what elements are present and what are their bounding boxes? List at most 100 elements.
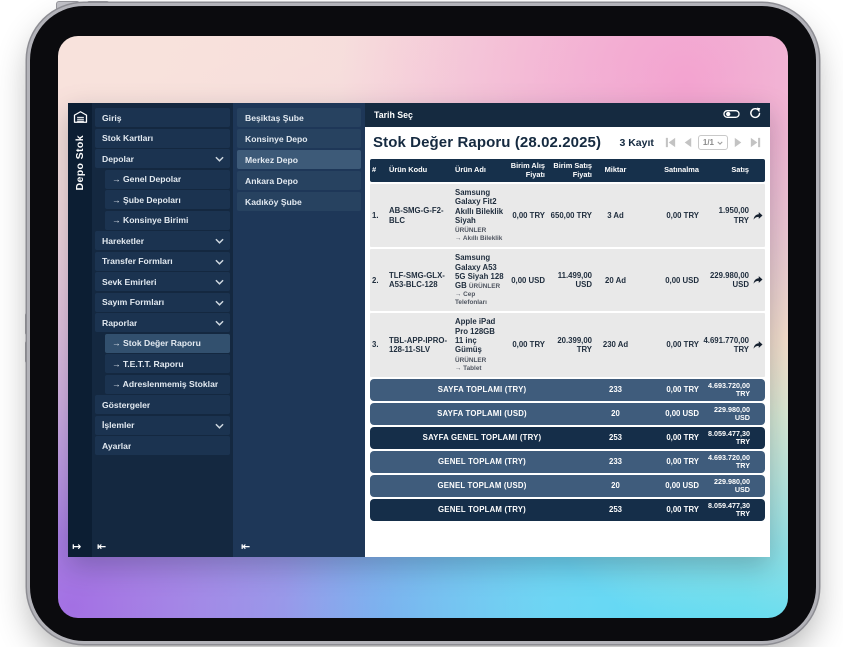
chevron-down-icon <box>717 138 723 147</box>
cell-product-name: Samsung Galaxy A53 5G Siyah 128 GB ÜRÜNL… <box>455 253 504 307</box>
cell-row-number: 2. <box>372 275 379 285</box>
sidebar-item-ayarlar[interactable]: Ayarlar <box>95 436 230 455</box>
primary-sidebar: Giriş Stok Kartları Depolar → Genel Depo… <box>92 103 233 557</box>
cell-product-name: Samsung Galaxy Fit2 Akıllı Bileklik Siya… <box>455 188 504 243</box>
chevron-down-icon <box>215 279 224 285</box>
sidebar-item-sayim-formlari[interactable]: Sayım Formları <box>95 292 230 312</box>
column-header: Birim Satış Fiyatı <box>553 161 592 179</box>
cell-product-code: TLF-SMG-GLX-A53-BLC-128 <box>389 271 445 290</box>
chevron-down-icon <box>215 300 224 306</box>
sidebar-item-genel-depolar[interactable]: → Genel Depolar <box>105 169 230 189</box>
cell-product-name: Apple iPad Pro 128GB 11 inç Gümüş ÜRÜNLE… <box>455 317 496 372</box>
cell-purchase-total: 0,00 TRY <box>666 340 699 350</box>
column-header: Satınalma <box>664 165 699 175</box>
sidebar-item-hareketler[interactable]: Hareketler <box>95 231 230 250</box>
total-row-general-grand-try: GENEL TOPLAM (TRY) 253 0,00 TRY 8.059.47… <box>370 498 765 521</box>
sidebar-item-adreslenmemis-stoklar[interactable]: → Adreslenmemiş Stoklar <box>105 374 230 394</box>
pagination-next-button[interactable] <box>732 136 745 149</box>
depot-item-ankara-depo[interactable]: Ankara Depo <box>237 171 361 190</box>
total-row-page-try: SAYFA TOPLAMI (TRY) 233 0,00 TRY 4.693.7… <box>370 378 765 401</box>
cell-product-code: AB-SMG-G-F2-BLC <box>389 206 444 225</box>
sidebar-item-stok-deger-raporu[interactable]: → Stok Değer Raporu <box>105 333 230 353</box>
chevron-down-icon <box>215 238 224 244</box>
cell-unit-sell-price: 20.399,00 TRY <box>557 335 592 355</box>
cell-unit-buy-price: 0,00 TRY <box>512 340 545 350</box>
cell-quantity: 20 Ad <box>605 275 626 285</box>
sidebar-item-raporlar[interactable]: Raporlar <box>95 313 230 332</box>
page-select[interactable]: 1/1 <box>697 135 728 150</box>
total-row-general-try: GENEL TOPLAM (TRY) 233 0,00 TRY 4.693.72… <box>370 450 765 473</box>
date-select-button[interactable]: Tarih Seç <box>374 110 413 120</box>
sidebar-item-islemler[interactable]: İşlemler <box>95 415 230 435</box>
page-title: Stok Değer Raporu (28.02.2025) <box>373 134 602 151</box>
table-row: 1. AB-SMG-G-F2-BLC Samsung Galaxy Fit2 A… <box>370 184 765 248</box>
chevron-down-icon <box>215 320 224 326</box>
refresh-icon[interactable] <box>749 106 761 124</box>
column-header: Birim Alış Fiyatı <box>510 161 545 179</box>
cell-unit-buy-price: 0,00 USD <box>511 275 545 285</box>
cell-sales-total: 1.950,00 TRY <box>718 206 749 225</box>
sidebar-expand-icon[interactable]: ↦ <box>72 540 82 553</box>
depot-item-merkez-depo[interactable]: Merkez Depo <box>237 150 361 169</box>
depot-item-konsinye-depo[interactable]: Konsinye Depo <box>237 129 361 148</box>
sidebar-item-konsinye-birimi[interactable]: → Konsinye Birimi <box>105 210 230 230</box>
row-detail-arrow-icon[interactable] <box>751 335 765 355</box>
sidebar-item-giris[interactable]: Giriş <box>95 108 230 127</box>
sidebar-item-transfer-formlari[interactable]: Transfer Formları <box>95 251 230 271</box>
column-header: # <box>372 165 377 175</box>
cell-quantity: 230 Ad <box>602 340 629 350</box>
table-header-row: # Ürün Kodu Ürün Adı Birim Alış Fiyatı B… <box>370 159 765 183</box>
pagination-first-button[interactable] <box>664 136 677 149</box>
table-row: 2. TLF-SMG-GLX-A53-BLC-128 Samsung Galax… <box>370 249 765 312</box>
cell-unit-buy-price: 0,00 TRY <box>512 211 545 221</box>
cell-product-code: TBL-APP-IPRO-128-11-SLV <box>389 335 448 355</box>
warehouse-icon <box>73 110 88 129</box>
chevron-down-icon <box>215 259 224 265</box>
column-header: Ürün Adı <box>455 165 486 175</box>
top-menu-bar: Tarih Seç <box>365 103 770 127</box>
cell-unit-sell-price: 11.499,00 USD <box>557 271 592 290</box>
pagination-last-button[interactable] <box>749 136 762 149</box>
record-count: 3 Kayıt <box>619 136 654 149</box>
sidebar-item-gostergeler[interactable]: Göstergeler <box>95 395 230 414</box>
cell-purchase-total: 0,00 TRY <box>666 211 699 221</box>
stock-report-table: # Ürün Kodu Ürün Adı Birim Alış Fiyatı B… <box>370 159 765 521</box>
table-row: 3. TBL-APP-IPRO-128-11-SLV Apple iPad Pr… <box>370 313 765 377</box>
cell-row-number: 1. <box>372 211 379 221</box>
sidebar-collapse-icon[interactable]: ⇤ <box>97 540 107 553</box>
main-panel: Tarih Seç Stok Değer Raporu (28.02.2025)… <box>365 103 770 557</box>
sidebar-item-sube-depolari[interactable]: → Şube Depoları <box>105 190 230 209</box>
sidebar-item-depolar[interactable]: Depolar <box>95 149 230 168</box>
column-header: Miktar <box>604 165 627 175</box>
sidebar-item-sevk-emirleri[interactable]: Sevk Emirleri <box>95 272 230 291</box>
report-title-bar: Stok Değer Raporu (28.02.2025) 3 Kayıt 1… <box>365 127 770 158</box>
sidebar-item-stok-kartlari[interactable]: Stok Kartları <box>95 128 230 148</box>
toggle-icon[interactable] <box>723 106 740 124</box>
sidebar-item-tett-raporu[interactable]: → T.E.T.T. Raporu <box>105 354 230 373</box>
total-row-general-usd: GENEL TOPLAM (USD) 20 0,00 USD 229.980,0… <box>370 474 765 497</box>
pagination: 3 Kayıt 1/1 <box>619 135 762 150</box>
cell-quantity: 3 Ad <box>607 211 624 221</box>
tablet-screen: Depo Stok ↦ Giriş Stok Kartları Depolar … <box>58 36 788 618</box>
cell-sales-total: 229.980,00 USD <box>709 271 749 290</box>
tablet-device: Depo Stok ↦ Giriş Stok Kartları Depolar … <box>30 6 816 641</box>
row-detail-arrow-icon[interactable] <box>751 270 765 290</box>
column-header: Ürün Kodu <box>389 165 428 175</box>
chevron-down-icon <box>215 156 224 162</box>
depot-item-besiktas-sube[interactable]: Beşiktaş Şube <box>237 108 361 127</box>
pagination-prev-button[interactable] <box>681 136 694 149</box>
app-window: Depo Stok ↦ Giriş Stok Kartları Depolar … <box>68 103 770 557</box>
brand-rail: Depo Stok ↦ <box>68 103 92 557</box>
secondary-sidebar: Beşiktaş Şube Konsinye Depo Merkez Depo … <box>233 103 365 557</box>
cell-purchase-total: 0,00 USD <box>665 275 699 285</box>
cell-unit-sell-price: 650,00 TRY <box>550 211 592 221</box>
chevron-down-icon <box>215 423 224 429</box>
depot-item-kadikoy-sube[interactable]: Kadıköy Şube <box>237 192 361 211</box>
app-title: Depo Stok <box>74 135 86 191</box>
total-row-page-usd: SAYFA TOPLAMI (USD) 20 0,00 USD 229.980,… <box>370 402 765 425</box>
column-header: Satış <box>731 165 749 175</box>
row-detail-arrow-icon[interactable] <box>751 206 765 226</box>
total-row-page-grand-try: SAYFA GENEL TOPLAMI (TRY) 253 0,00 TRY 8… <box>370 426 765 449</box>
depot-panel-collapse-icon[interactable]: ⇤ <box>241 540 251 553</box>
